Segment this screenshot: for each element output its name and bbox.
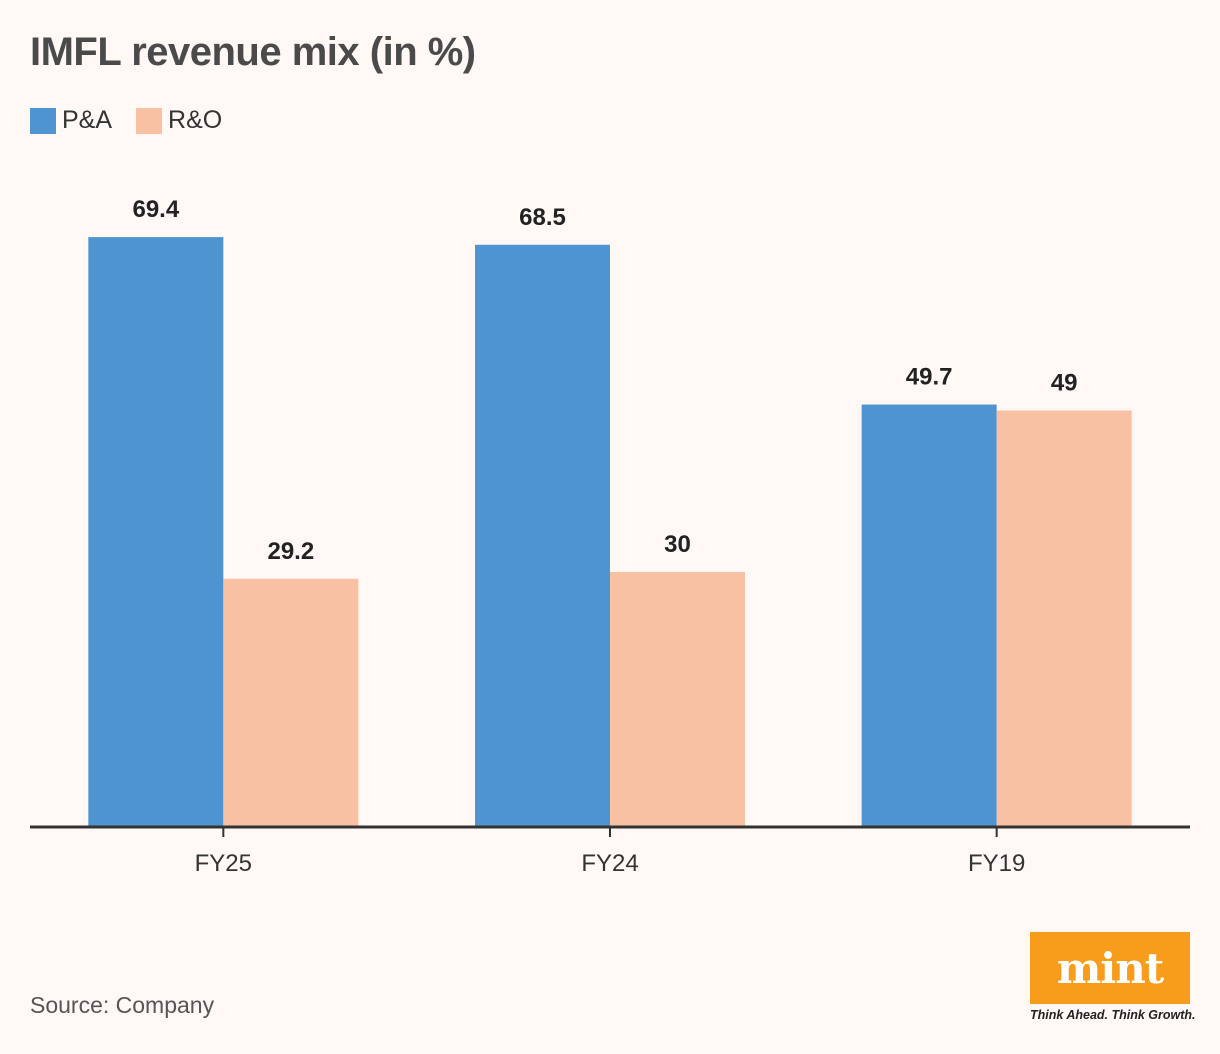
legend-label-pa: P&A [62,106,113,134]
legend-item-pa: P&A [30,106,112,135]
legend-label-ro: R&O [168,106,223,134]
x-tick-label-fy24: FY24 [581,850,638,877]
data-label-fy25-pa: 69.4 [132,196,179,223]
chart-title: IMFL revenue mix (in %) [30,30,476,74]
legend-item-ro: R&O [136,106,222,135]
data-label-fy24-pa: 68.5 [519,204,566,231]
x-tick-label-fy19: FY19 [968,850,1025,877]
data-label-fy25-ro: 29.2 [267,538,314,565]
bar-fy24-pa [475,244,610,827]
bar-fy24-ro [610,572,745,827]
legend-swatch-pa [30,107,56,134]
bar-fy19-ro [996,410,1132,827]
mint-logo: mint [1030,932,1190,1004]
data-label-fy19-pa: 49.7 [906,364,953,391]
legend-swatch-ro [136,107,163,134]
bar-fy19-pa [861,404,997,827]
x-tick-label-fy25: FY25 [195,850,252,877]
logo-tagline: Think Ahead. Think Growth. [1030,1008,1196,1022]
data-label-fy24-ro: 30 [664,531,691,558]
data-label-fy19-ro: 49 [1051,370,1078,397]
bar-fy25-pa [88,237,224,828]
logo-text: mint [1056,943,1164,993]
legend: P&A R&O [30,106,246,135]
source-note: Source: Company [30,992,215,1018]
bar-fy25-ro [223,578,359,827]
